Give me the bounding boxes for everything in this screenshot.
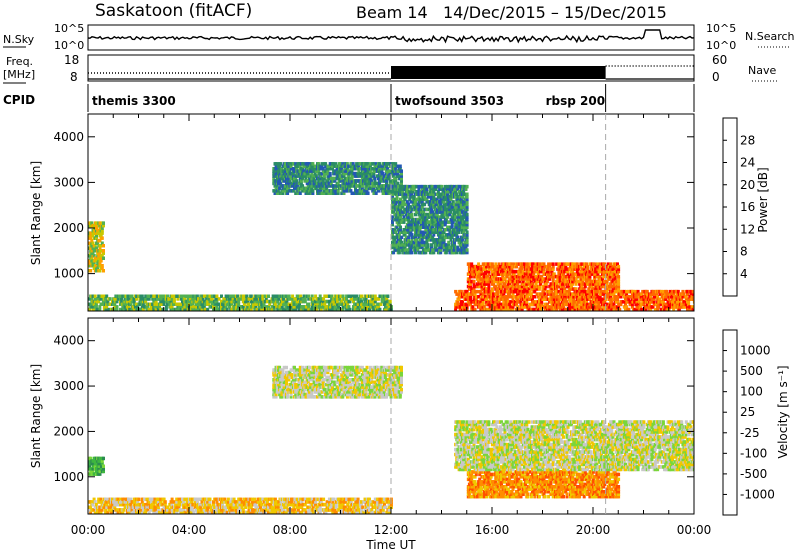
freq-tick-bottom: 8 (70, 70, 78, 84)
echo-cell (473, 280, 476, 284)
echo-cell (386, 295, 389, 299)
noise-right-label: N.Search (745, 30, 795, 43)
echo-cell (617, 275, 620, 279)
echo-cell (102, 257, 105, 261)
echo-cell (89, 269, 92, 273)
echo-cell (101, 236, 104, 240)
echo-cell (411, 213, 414, 217)
noise-right-tick-top: 10^5 (706, 22, 736, 35)
noise-sky-line (88, 30, 694, 42)
echo-cell (400, 169, 403, 173)
echo-region (272, 162, 403, 195)
echo-cell (102, 249, 105, 253)
noise-left-tick-bottom: 10^0 (54, 39, 84, 52)
echo-cell (367, 192, 370, 196)
echo-cell (466, 193, 469, 197)
freq-tick-top: 18 (64, 53, 79, 67)
noise-trace (88, 30, 694, 42)
echo-cell (552, 262, 555, 266)
echo-region (88, 295, 393, 312)
echo-cell (101, 264, 104, 268)
cpid-modes: themis 3300 twofsound 3503 rbsp 200 (92, 84, 606, 112)
noise-right-tick-bottom: 10^0 (706, 39, 736, 52)
station-title: Saskatoon (fitACF) (95, 1, 252, 21)
echo-cell (427, 243, 430, 247)
echo-cell (399, 226, 402, 230)
echo-cell (116, 305, 119, 309)
noise-left-tick-top: 10^5 (54, 22, 84, 35)
freq-trace (88, 66, 694, 79)
echo-region (88, 221, 105, 272)
echo-cell (102, 244, 105, 248)
date-range: 14/Dec/2015 – 15/Dec/2015 (443, 3, 667, 22)
echo-cell (329, 172, 332, 176)
echo-cell (102, 269, 105, 273)
cpid-mode-label: twofsound 3503 (395, 94, 504, 108)
cpid-mode-label: rbsp 200 (546, 94, 605, 108)
freq-band-twofsound (391, 66, 606, 79)
beam-label: Beam 14 (356, 3, 428, 22)
echo-region (391, 185, 469, 254)
echo-cell (399, 165, 402, 169)
echo-region (454, 290, 696, 311)
echo-cell (267, 295, 270, 299)
freq-label-bottom: [MHz] (3, 68, 35, 81)
echo-cell (466, 185, 469, 189)
freq-label-top: Freq. (6, 55, 33, 68)
nave-label: Nave (748, 64, 776, 77)
nave-tick-top: 60 (712, 53, 727, 67)
echo-cell (617, 265, 620, 269)
nave-tick-bottom: 0 (712, 70, 720, 84)
cpid-label: CPID (3, 93, 35, 107)
echo-cell (307, 303, 310, 307)
cpid-mode-label: themis 3300 (92, 94, 176, 108)
echo-cell (466, 231, 469, 235)
echo-cell (389, 300, 392, 304)
noise-left-label: N.Sky (3, 33, 35, 46)
echo-region (467, 262, 620, 290)
echo-cell (102, 221, 105, 225)
echo-cell (466, 213, 469, 217)
power-echoes (88, 162, 696, 311)
echo-cell (466, 248, 469, 252)
